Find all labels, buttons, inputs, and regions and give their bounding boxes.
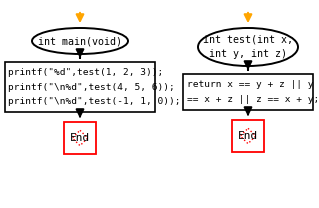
- Text: printf("\n%d",test(4, 5, 6));: printf("\n%d",test(4, 5, 6));: [8, 83, 175, 92]
- Text: End: End: [238, 131, 258, 141]
- Bar: [183, 74, 313, 110]
- Text: == x + z || z == x + y;: == x + z || z == x + y;: [187, 95, 319, 104]
- Text: int test(int x,: int test(int x,: [203, 35, 293, 45]
- Bar: [232, 120, 264, 152]
- Bar: [64, 122, 96, 154]
- Text: int main(void): int main(void): [38, 36, 122, 46]
- Text: End: End: [70, 133, 90, 143]
- Text: int y, int z): int y, int z): [209, 49, 287, 59]
- Text: return x == y + z || y: return x == y + z || y: [187, 80, 314, 89]
- Text: printf("\n%d",test(-1, 1, 0));: printf("\n%d",test(-1, 1, 0));: [8, 97, 181, 106]
- Bar: [5, 62, 155, 112]
- Text: printf("%d",test(1, 2, 3));: printf("%d",test(1, 2, 3));: [8, 68, 163, 77]
